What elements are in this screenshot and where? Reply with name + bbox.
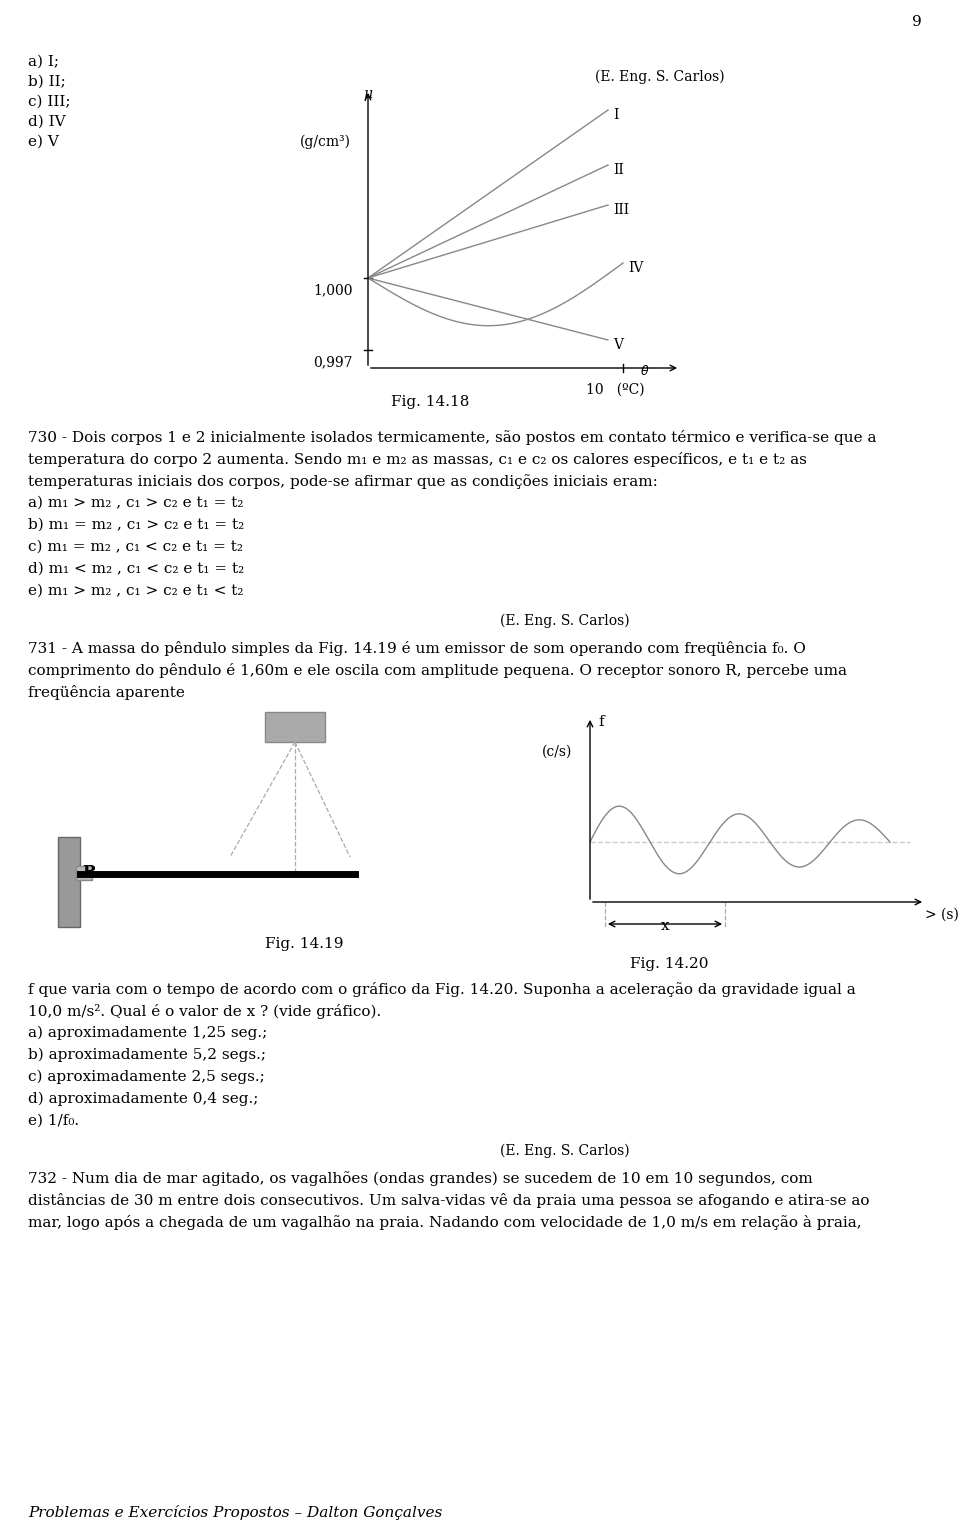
- Text: (E. Eng. S. Carlos): (E. Eng. S. Carlos): [500, 1144, 630, 1159]
- Text: a) m₁ > m₂ , c₁ > c₂ e t₁ = t₂: a) m₁ > m₂ , c₁ > c₂ e t₁ = t₂: [28, 495, 244, 511]
- Text: c) III;: c) III;: [28, 95, 70, 109]
- Text: temperatura do corpo 2 aumenta. Sendo m₁ e m₂ as massas, c₁ e c₂ os calores espe: temperatura do corpo 2 aumenta. Sendo m₁…: [28, 453, 806, 466]
- Text: Fig. 14.19: Fig. 14.19: [265, 937, 344, 951]
- Text: e) 1/f₀.: e) 1/f₀.: [28, 1115, 79, 1128]
- Text: 0,997: 0,997: [313, 355, 352, 368]
- Text: I: I: [613, 109, 618, 122]
- Text: x: x: [660, 919, 669, 933]
- Text: > (s): > (s): [925, 908, 959, 922]
- Bar: [265, 713, 325, 742]
- Text: (c/s): (c/s): [542, 745, 572, 758]
- Text: Fig. 14.20: Fig. 14.20: [630, 957, 708, 971]
- Text: b) m₁ = m₂ , c₁ > c₂ e t₁ = t₂: b) m₁ = m₂ , c₁ > c₂ e t₁ = t₂: [28, 518, 244, 532]
- Text: e) V: e) V: [28, 135, 59, 148]
- Text: d) m₁ < m₂ , c₁ < c₂ e t₁ = t₂: d) m₁ < m₂ , c₁ < c₂ e t₁ = t₂: [28, 563, 244, 576]
- Text: Fig. 14.18: Fig. 14.18: [391, 394, 469, 408]
- Text: temperaturas iniciais dos corpos, pode-se afirmar que as condições iniciais eram: temperaturas iniciais dos corpos, pode-s…: [28, 474, 658, 489]
- Text: (g/cm³): (g/cm³): [300, 135, 351, 150]
- Text: (E. Eng. S. Carlos): (E. Eng. S. Carlos): [595, 70, 725, 84]
- Text: e) m₁ > m₂ , c₁ > c₂ e t₁ < t₂: e) m₁ > m₂ , c₁ > c₂ e t₁ < t₂: [28, 584, 244, 598]
- Text: d) aproximadamente 0,4 seg.;: d) aproximadamente 0,4 seg.;: [28, 1092, 258, 1107]
- Text: 731 - A massa do pêndulo simples da Fig. 14.19 é um emissor de som operando com : 731 - A massa do pêndulo simples da Fig.…: [28, 641, 805, 656]
- Text: 9: 9: [912, 15, 922, 29]
- Text: V: V: [613, 338, 623, 352]
- Bar: [76, 865, 92, 881]
- Text: mar, logo após a chegada de um vagalhão na praia. Nadando com velocidade de 1,0 : mar, logo após a chegada de um vagalhão …: [28, 1216, 862, 1229]
- Text: μ: μ: [364, 87, 372, 101]
- Text: f que varia com o tempo de acordo com o gráfico da Fig. 14.20. Suponha a acelera: f que varia com o tempo de acordo com o …: [28, 982, 855, 997]
- Text: freqüência aparente: freqüência aparente: [28, 685, 185, 700]
- Bar: [58, 836, 80, 927]
- Text: a) aproximadamente 1,25 seg.;: a) aproximadamente 1,25 seg.;: [28, 1026, 267, 1040]
- Text: 732 - Num dia de mar agitado, os vagalhões (ondas grandes) se sucedem de 10 em 1: 732 - Num dia de mar agitado, os vagalhõ…: [28, 1171, 813, 1187]
- Text: c) m₁ = m₂ , c₁ < c₂ e t₁ = t₂: c) m₁ = m₂ , c₁ < c₂ e t₁ = t₂: [28, 540, 243, 553]
- Text: 10   (ºC): 10 (ºC): [586, 382, 644, 398]
- Text: comprimento do pêndulo é 1,60m e ele oscila com amplitude pequena. O receptor so: comprimento do pêndulo é 1,60m e ele osc…: [28, 664, 847, 677]
- Text: II: II: [613, 164, 624, 177]
- Text: a) I;: a) I;: [28, 55, 59, 69]
- Text: f: f: [598, 716, 604, 729]
- Text: b) aproximadamente 5,2 segs.;: b) aproximadamente 5,2 segs.;: [28, 1047, 266, 1063]
- Text: distâncias de 30 m entre dois consecutivos. Um salva-vidas vê da praia uma pesso: distâncias de 30 m entre dois consecutiv…: [28, 1193, 870, 1208]
- Text: R: R: [82, 864, 96, 881]
- Text: 1,000: 1,000: [313, 283, 352, 297]
- Text: d) IV: d) IV: [28, 115, 65, 128]
- Text: III: III: [613, 203, 629, 217]
- Text: c) aproximadamente 2,5 segs.;: c) aproximadamente 2,5 segs.;: [28, 1070, 265, 1084]
- Text: b) II;: b) II;: [28, 75, 65, 89]
- Text: (E. Eng. S. Carlos): (E. Eng. S. Carlos): [500, 615, 630, 628]
- Text: 730 - Dois corpos 1 e 2 inicialmente isolados termicamente, são postos em contat: 730 - Dois corpos 1 e 2 inicialmente iso…: [28, 430, 876, 445]
- Text: 10,0 m/s². Qual é o valor de x ? (vide gráfico).: 10,0 m/s². Qual é o valor de x ? (vide g…: [28, 1005, 381, 1018]
- Text: $\theta$: $\theta$: [640, 364, 650, 378]
- Text: Problemas e Exercícios Propostos – Dalton Gonçalves: Problemas e Exercícios Propostos – Dalto…: [28, 1505, 443, 1520]
- Text: IV: IV: [628, 261, 643, 275]
